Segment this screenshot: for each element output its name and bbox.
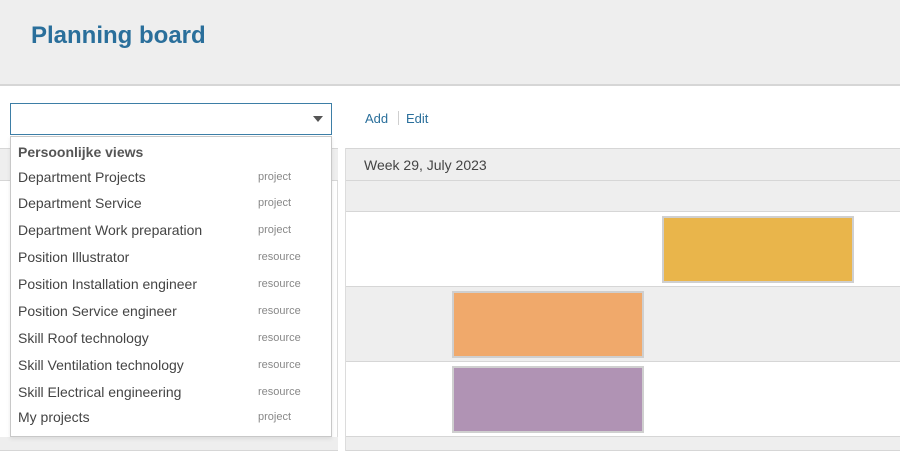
option-type: project xyxy=(258,197,292,209)
option-type: resource xyxy=(258,278,301,290)
week-label: Week 29, July 2023 xyxy=(364,157,487,173)
option-type: resource xyxy=(258,359,301,371)
option-name: Department Work preparation xyxy=(18,222,203,238)
week-header: Week 29, July 2023 xyxy=(346,148,900,181)
option-type: project xyxy=(258,171,292,183)
option-type: resource xyxy=(258,386,301,398)
dropdown-option[interactable]: My projects project xyxy=(11,405,331,431)
view-select[interactable] xyxy=(10,103,332,135)
timeline-row xyxy=(346,437,900,451)
option-name: Position Illustrator xyxy=(18,249,130,265)
option-name: Department Service xyxy=(18,195,142,211)
option-type: resource xyxy=(258,305,301,317)
planning-block[interactable] xyxy=(452,291,644,358)
pane-splitter[interactable] xyxy=(339,148,346,451)
dropdown-option[interactable]: Department Work preparation project xyxy=(11,218,331,244)
dropdown-group-heading: Persoonlijke views xyxy=(18,144,144,160)
option-type: resource xyxy=(258,332,301,344)
page-header: Planning board xyxy=(0,0,900,86)
timeline-pane: Week 29, July 2023 xyxy=(346,148,900,451)
view-dropdown-menu: Persoonlijke views Department Projects p… xyxy=(10,136,332,437)
dropdown-option[interactable]: Position Installation engineer resource xyxy=(11,272,331,298)
option-name: Skill Roof technology xyxy=(18,330,149,346)
dropdown-option[interactable]: Department Service project xyxy=(11,191,331,217)
option-name: Department Projects xyxy=(18,169,146,185)
option-type: project xyxy=(258,411,292,423)
caret-down-icon[interactable] xyxy=(313,116,323,122)
dropdown-option[interactable]: Skill Electrical engineering resource xyxy=(11,380,331,406)
resource-row xyxy=(0,437,338,451)
dropdown-option[interactable]: Department Projects project xyxy=(11,165,331,191)
option-type: project xyxy=(258,224,292,236)
link-separator xyxy=(398,111,399,125)
page-title: Planning board xyxy=(31,22,206,49)
dropdown-option[interactable]: Position Illustrator resource xyxy=(11,245,331,271)
edit-view-link[interactable]: Edit xyxy=(406,111,429,126)
add-view-link[interactable]: Add xyxy=(365,111,389,126)
planning-block[interactable] xyxy=(662,216,854,283)
option-name: Position Service engineer xyxy=(18,303,177,319)
planning-block[interactable] xyxy=(452,366,644,433)
dropdown-option[interactable]: Skill Roof technology resource xyxy=(11,326,331,352)
option-name: Skill Electrical engineering xyxy=(18,384,182,400)
option-name: Skill Ventilation technology xyxy=(18,357,184,373)
day-header xyxy=(346,181,900,212)
dropdown-option[interactable]: Skill Ventilation technology resource xyxy=(11,353,331,379)
option-name: My projects xyxy=(18,409,90,425)
dropdown-option[interactable]: Position Service engineer resource xyxy=(11,299,331,325)
option-name: Position Installation engineer xyxy=(18,276,198,292)
option-type: resource xyxy=(258,251,301,263)
